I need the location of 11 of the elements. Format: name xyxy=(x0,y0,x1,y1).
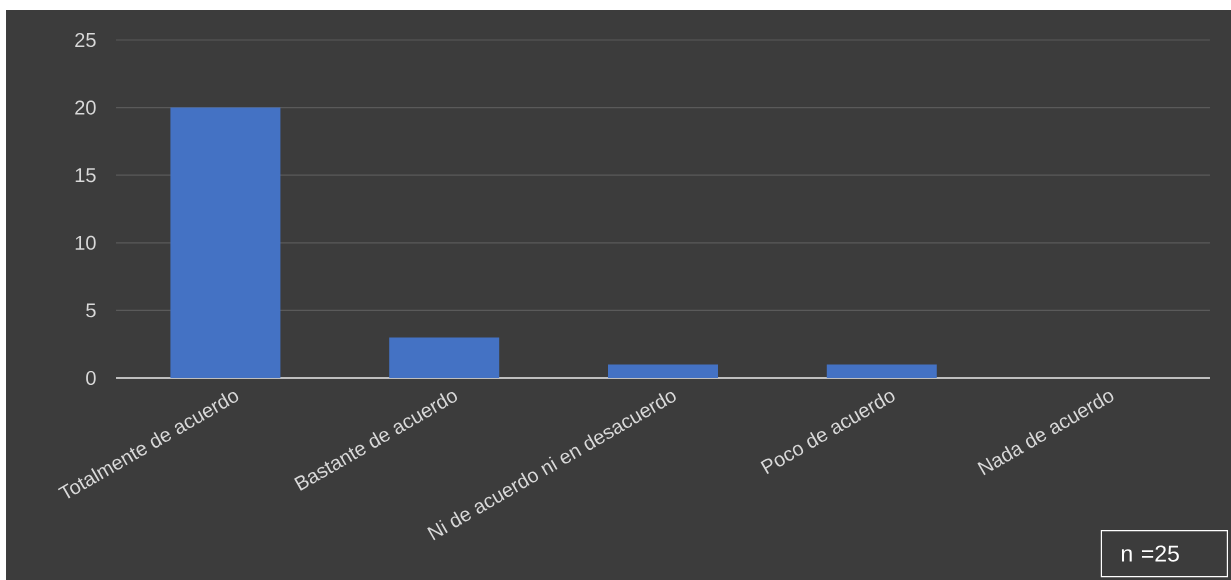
y-tick-label: 10 xyxy=(75,235,96,250)
y-tick-label: 25 xyxy=(75,32,96,48)
bar xyxy=(170,107,281,378)
bar xyxy=(389,337,500,378)
text: n =25 xyxy=(1121,545,1179,562)
y-tick-label: 15 xyxy=(75,168,96,183)
y-tick-label: 5 xyxy=(86,303,96,318)
bar xyxy=(608,364,718,378)
bar xyxy=(826,364,937,378)
y-tick-label: 20 xyxy=(75,100,96,115)
y-tick-label: 0 xyxy=(86,370,96,386)
